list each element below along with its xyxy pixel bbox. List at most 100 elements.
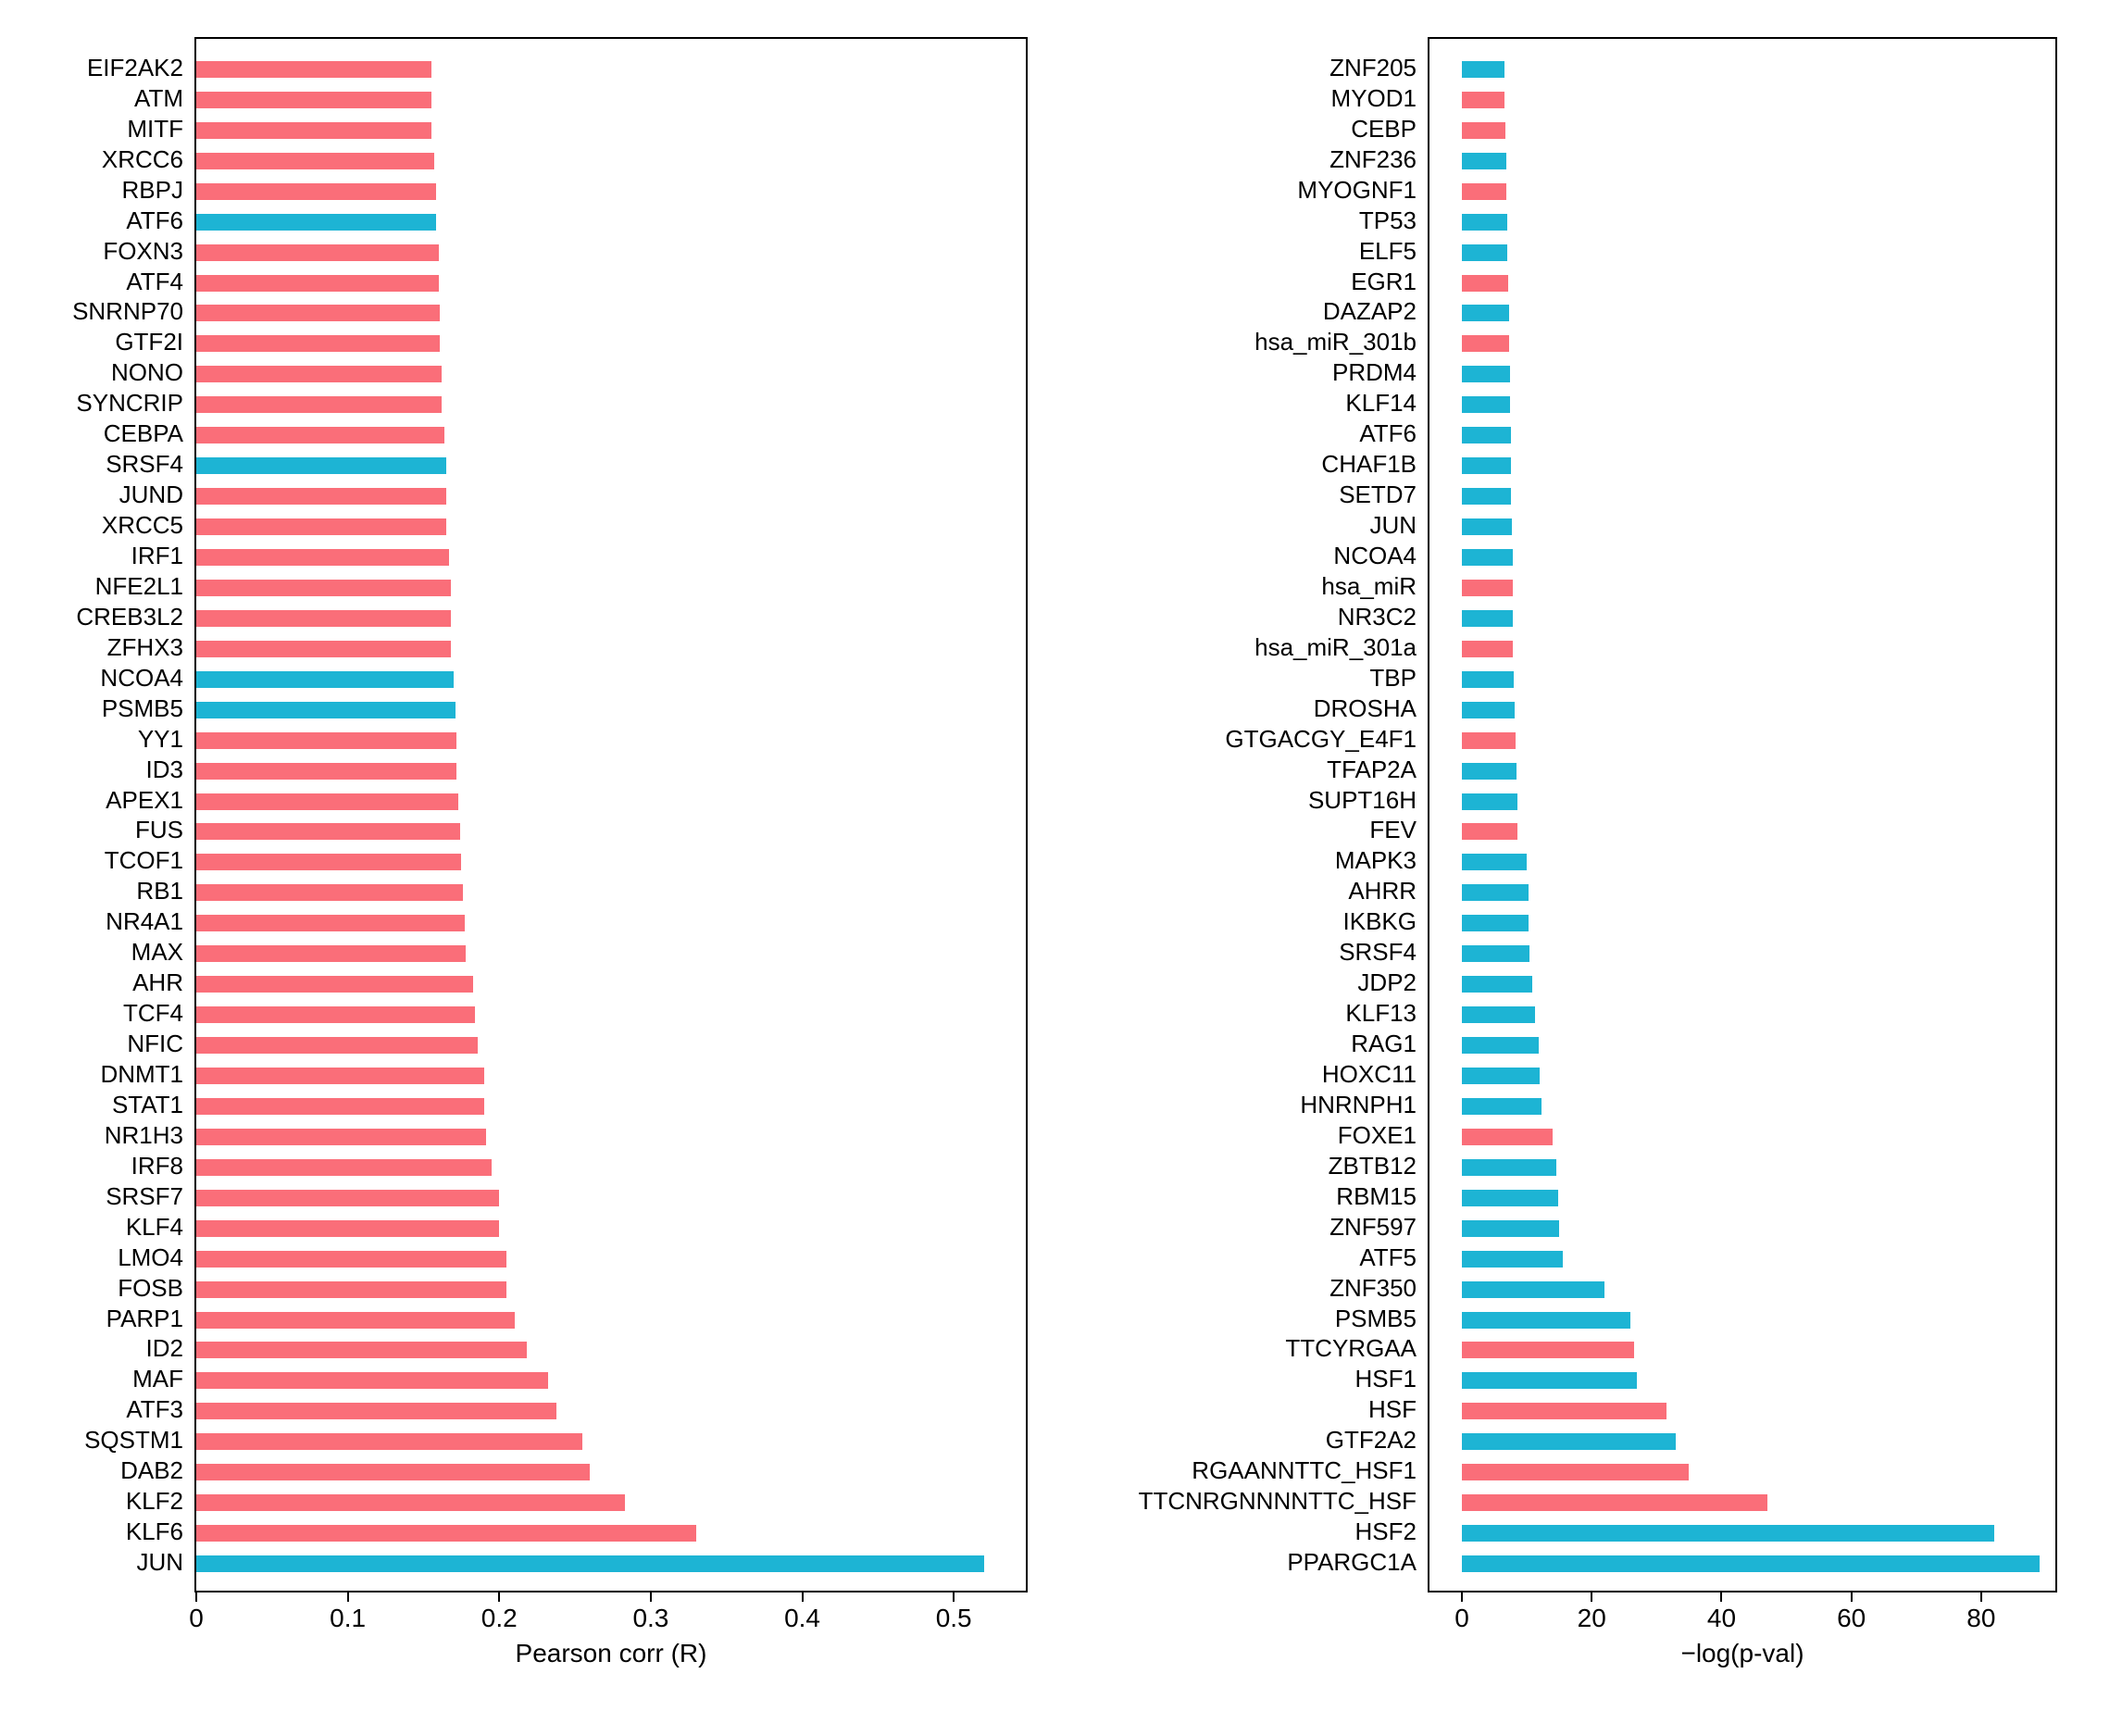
right-ylabel: GTGACGY_E4F1 bbox=[0, 727, 1417, 751]
right-bar bbox=[1462, 1068, 1540, 1084]
right-bar bbox=[1462, 1159, 1556, 1176]
right-ylabel: hsa_miR_301a bbox=[0, 635, 1417, 659]
right-bar bbox=[1462, 1494, 1766, 1511]
right-bar bbox=[1462, 61, 1504, 78]
right-bar bbox=[1462, 1403, 1666, 1419]
right-bar bbox=[1462, 641, 1513, 657]
right-bar bbox=[1462, 610, 1513, 627]
right-bar bbox=[1462, 823, 1517, 840]
right-ylabel: RGAANNTTC_HSF1 bbox=[0, 1458, 1417, 1482]
right-ylabel: hsa_miR_301b bbox=[0, 330, 1417, 354]
right-ylabel: RBM15 bbox=[0, 1184, 1417, 1208]
right-ylabel: FEV bbox=[0, 818, 1417, 842]
right-ylabel: GTF2A2 bbox=[0, 1428, 1417, 1452]
left-xtick-label: 0.5 bbox=[936, 1604, 972, 1633]
right-ylabel: DROSHA bbox=[0, 696, 1417, 720]
right-ylabel: ATF5 bbox=[0, 1245, 1417, 1269]
right-bar bbox=[1462, 1190, 1558, 1206]
left-xtick bbox=[195, 1591, 197, 1602]
right-ylabel: AHRR bbox=[0, 879, 1417, 903]
right-ylabel: TBP bbox=[0, 666, 1417, 690]
left-xtick bbox=[498, 1591, 500, 1602]
right-bar bbox=[1462, 92, 1504, 108]
left-xtick bbox=[347, 1591, 349, 1602]
right-xtick-label: 40 bbox=[1707, 1604, 1736, 1633]
right-bar bbox=[1462, 549, 1513, 566]
right-ylabel: ELF5 bbox=[0, 239, 1417, 263]
right-bar bbox=[1462, 1555, 2040, 1572]
right-bar bbox=[1462, 427, 1511, 443]
right-ylabel: SETD7 bbox=[0, 482, 1417, 506]
right-bar bbox=[1462, 1251, 1563, 1268]
right-bar bbox=[1462, 244, 1507, 261]
left-xaxis-title: Pearson corr (R) bbox=[516, 1639, 707, 1668]
right-bar bbox=[1462, 1372, 1637, 1389]
right-bar bbox=[1462, 1281, 1604, 1298]
right-xtick bbox=[1980, 1591, 1982, 1602]
left-xtick-label: 0.1 bbox=[330, 1604, 366, 1633]
right-xtick bbox=[1720, 1591, 1722, 1602]
right-ylabel: TTCYRGAA bbox=[0, 1336, 1417, 1360]
right-ylabel: RAG1 bbox=[0, 1031, 1417, 1055]
right-ylabel: ZNF205 bbox=[0, 56, 1417, 80]
right-xtick bbox=[1851, 1591, 1853, 1602]
left-xtick bbox=[953, 1591, 955, 1602]
right-ylabel: CHAF1B bbox=[0, 452, 1417, 476]
right-bar bbox=[1462, 122, 1505, 139]
right-bar bbox=[1462, 671, 1514, 688]
right-xtick-label: 20 bbox=[1578, 1604, 1606, 1633]
right-ylabel: FOXE1 bbox=[0, 1123, 1417, 1147]
right-ylabel: JDP2 bbox=[0, 970, 1417, 994]
right-ylabel: SUPT16H bbox=[0, 788, 1417, 812]
right-xtick bbox=[1461, 1591, 1463, 1602]
right-bar bbox=[1462, 183, 1506, 200]
right-bar bbox=[1462, 854, 1527, 870]
right-ylabel: HOXC11 bbox=[0, 1062, 1417, 1086]
right-ylabel: HSF2 bbox=[0, 1519, 1417, 1543]
right-ylabel: MYOD1 bbox=[0, 86, 1417, 110]
right-ylabel: NCOA4 bbox=[0, 543, 1417, 568]
right-bar bbox=[1462, 335, 1508, 352]
right-ylabel: ZNF350 bbox=[0, 1276, 1417, 1300]
right-ylabel: PSMB5 bbox=[0, 1306, 1417, 1330]
left-xtick bbox=[802, 1591, 804, 1602]
right-bar bbox=[1462, 732, 1515, 749]
right-ylabel: HSF bbox=[0, 1397, 1417, 1421]
right-bar bbox=[1462, 1525, 1994, 1542]
right-ylabel: MAPK3 bbox=[0, 848, 1417, 872]
right-bar bbox=[1462, 457, 1511, 474]
right-bar bbox=[1462, 1037, 1539, 1054]
left-xtick-label: 0.4 bbox=[784, 1604, 820, 1633]
right-xaxis-title: −log(p-val) bbox=[1680, 1639, 1804, 1668]
right-ylabel: TFAP2A bbox=[0, 757, 1417, 781]
right-bar bbox=[1462, 702, 1515, 718]
right-bar bbox=[1462, 275, 1508, 292]
right-bar bbox=[1462, 884, 1529, 901]
right-ylabel: MYOGNF1 bbox=[0, 178, 1417, 202]
right-ylabel: HNRNPH1 bbox=[0, 1093, 1417, 1117]
right-bar bbox=[1462, 1098, 1542, 1115]
chart-stage: 00.10.20.30.40.5Pearson corr (R)EIF2AK2A… bbox=[0, 0, 2122, 1736]
right-bar bbox=[1462, 305, 1508, 321]
right-bar bbox=[1462, 580, 1513, 596]
right-ylabel: DAZAP2 bbox=[0, 299, 1417, 323]
right-bar bbox=[1462, 763, 1517, 780]
right-bar bbox=[1462, 915, 1529, 931]
right-ylabel: ZNF236 bbox=[0, 147, 1417, 171]
right-xtick-label: 0 bbox=[1454, 1604, 1469, 1633]
right-xtick bbox=[1591, 1591, 1592, 1602]
right-bar bbox=[1462, 1342, 1634, 1358]
right-bar bbox=[1462, 396, 1510, 413]
right-ylabel: NR3C2 bbox=[0, 605, 1417, 629]
left-xtick-label: 0.2 bbox=[481, 1604, 518, 1633]
right-bar bbox=[1462, 945, 1529, 962]
right-bar bbox=[1462, 214, 1507, 231]
right-bar bbox=[1462, 1220, 1559, 1237]
right-ylabel: TP53 bbox=[0, 208, 1417, 232]
right-ylabel: SRSF4 bbox=[0, 940, 1417, 964]
right-ylabel: KLF14 bbox=[0, 391, 1417, 415]
right-bar bbox=[1462, 1464, 1689, 1480]
right-bar bbox=[1462, 1433, 1676, 1450]
right-plot-area: 020406080−log(p-val) bbox=[1428, 37, 2057, 1592]
left-xtick-label: 0.3 bbox=[632, 1604, 668, 1633]
